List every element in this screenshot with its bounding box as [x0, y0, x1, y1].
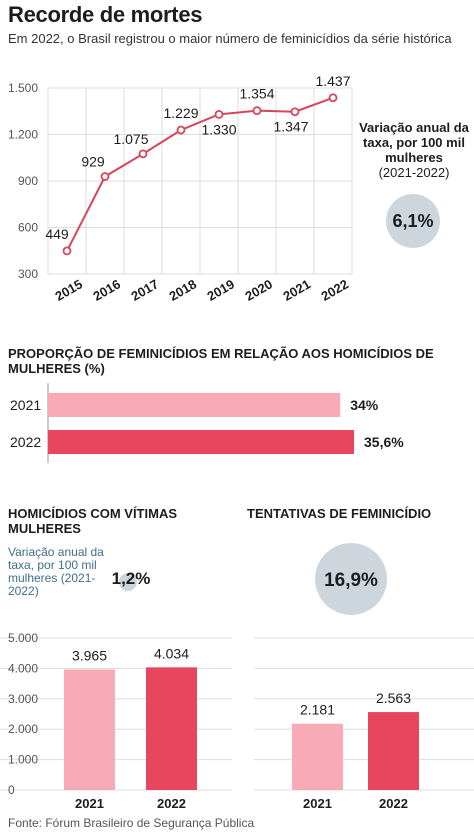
x-tick-label: 2017	[128, 276, 161, 303]
bar	[146, 667, 197, 790]
x-tick-label: 2022	[157, 796, 186, 811]
rate-bubble-homicides: 1,2%	[112, 569, 151, 591]
data-label: 35,6%	[364, 434, 404, 450]
y-tick-label: 1.200	[8, 128, 38, 142]
data-label: 2.181	[300, 702, 335, 718]
bar	[64, 669, 115, 790]
y-tick-label: 600	[18, 221, 38, 235]
data-label: 1.347	[273, 119, 308, 135]
y-tick-label: 1.500	[8, 81, 38, 95]
proportion-title: PROPORÇÃO DE FEMINICÍDIOS EM RELAÇÃO AOS…	[8, 346, 434, 376]
homicides-rate-label: Variação anual da taxa, por 100 mil mulh…	[8, 545, 104, 598]
x-tick-label: 2016	[90, 276, 123, 303]
data-point	[138, 149, 148, 159]
category-label: 2022	[10, 434, 41, 450]
data-label: 2.563	[376, 690, 411, 706]
homicides-title: HOMICÍDIOS COM VÍTIMAS MULHERES	[8, 506, 177, 536]
data-label: 449	[45, 226, 69, 242]
bar	[292, 723, 343, 790]
data-label: 1.075	[113, 131, 148, 147]
rate-bubble-feminicide: 6,1%	[386, 194, 440, 248]
rate-box-feminicide: Variação anual da taxa, por 100 mil mulh…	[355, 120, 473, 180]
x-tick-label: 2019	[204, 276, 237, 303]
page-title: Recorde de mortes	[8, 2, 203, 27]
y-tick-label: 5.000	[8, 631, 38, 645]
x-tick-label: 2020	[242, 276, 275, 303]
data-label: 1.437	[315, 73, 350, 89]
y-tick-label: 1.000	[8, 753, 38, 767]
y-tick-label: 300	[18, 267, 38, 281]
attempts-title: TENTATIVAS DE FEMINICÍDIO	[247, 506, 432, 521]
x-tick-label: 2022	[318, 276, 351, 303]
source-note: Fonte: Fórum Brasileiro de Segurança Púb…	[8, 816, 255, 830]
x-tick-label: 2022	[379, 796, 408, 811]
rate-value-attempts: 16,9%	[324, 570, 378, 591]
y-tick-label: 900	[18, 174, 38, 188]
homicides-bar-chart: 0 1.000 2.000 3.000 4.000 5.000 3.965 2021 4.034…	[0, 631, 232, 811]
y-tick-label: 3.000	[8, 692, 38, 706]
x-tick-label: 2021	[303, 796, 332, 811]
data-point	[252, 106, 262, 116]
data-point	[328, 93, 338, 103]
x-tick-label: 2018	[166, 276, 199, 303]
data-point	[100, 172, 110, 181]
bar	[368, 712, 419, 790]
rate-label: Variação anual da taxa, por 100 mil mulh…	[359, 120, 469, 165]
rate-value-feminicide: 6,1%	[392, 211, 433, 231]
x-tick-label: 2015	[52, 276, 85, 303]
series-line	[66, 96, 334, 252]
y-tick-label: 2.000	[8, 722, 38, 736]
bar	[48, 430, 354, 454]
x-tick-label: 2021	[280, 276, 313, 303]
line-chart: 300 600 900 1.200 1.500 449 929 1.075 1.2291.330…	[8, 73, 353, 304]
data-label: 34%	[350, 397, 379, 413]
data-label: 3.965	[72, 647, 107, 663]
data-label: 1.330	[201, 121, 236, 137]
y-tick-label: 4.000	[8, 661, 38, 675]
proportion-bar-chart: 2021 34% 2022 35,6%	[10, 383, 404, 463]
data-point	[176, 125, 186, 135]
rate-value-homicides: 1,2%	[112, 569, 151, 588]
rate-period: (2021-2022)	[378, 165, 450, 180]
data-point	[214, 109, 224, 119]
page-subtitle: Em 2022, o Brasil registrou o maior núme…	[8, 31, 452, 46]
data-label: 4.034	[154, 645, 189, 661]
y-tick-label: 0	[8, 783, 15, 797]
data-point	[62, 246, 72, 256]
attempts-bar-chart: 2.181 2021 2.563 2022	[254, 637, 474, 811]
bar	[48, 393, 341, 417]
x-tick-label: 2021	[75, 796, 104, 811]
rate-bubble-attempts: 16,9%	[315, 543, 387, 615]
data-label: 1.354	[239, 86, 274, 102]
category-label: 2021	[10, 397, 41, 413]
data-label: 1.229	[163, 105, 198, 121]
data-label: 929	[81, 154, 105, 170]
data-point	[290, 107, 300, 117]
